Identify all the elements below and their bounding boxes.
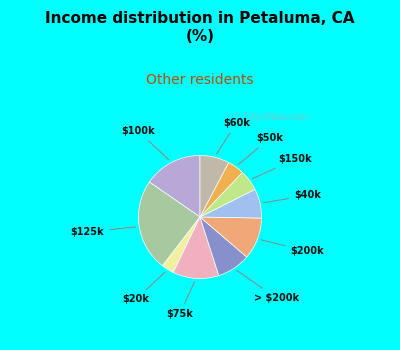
Text: > $200k: > $200k xyxy=(237,271,299,303)
Text: $75k: $75k xyxy=(166,282,194,318)
Wedge shape xyxy=(200,217,247,275)
Text: $50k: $50k xyxy=(238,133,283,164)
Wedge shape xyxy=(173,217,219,279)
Text: $20k: $20k xyxy=(122,272,165,304)
Text: Income distribution in Petaluma, CA
(%): Income distribution in Petaluma, CA (%) xyxy=(45,11,355,44)
Text: $40k: $40k xyxy=(264,190,321,203)
Text: $60k: $60k xyxy=(216,118,250,154)
Wedge shape xyxy=(149,155,200,217)
Wedge shape xyxy=(138,182,200,266)
Text: $150k: $150k xyxy=(253,154,311,178)
Wedge shape xyxy=(162,217,200,272)
Text: Other residents: Other residents xyxy=(146,74,254,88)
Wedge shape xyxy=(200,189,262,218)
Text: $125k: $125k xyxy=(71,227,136,237)
Wedge shape xyxy=(200,155,229,217)
Text: ⓘ City-Data.com: ⓘ City-Data.com xyxy=(235,113,308,121)
Wedge shape xyxy=(200,217,262,257)
Text: $200k: $200k xyxy=(261,240,324,256)
Wedge shape xyxy=(200,162,242,217)
Wedge shape xyxy=(200,172,255,217)
Text: $100k: $100k xyxy=(121,126,169,160)
